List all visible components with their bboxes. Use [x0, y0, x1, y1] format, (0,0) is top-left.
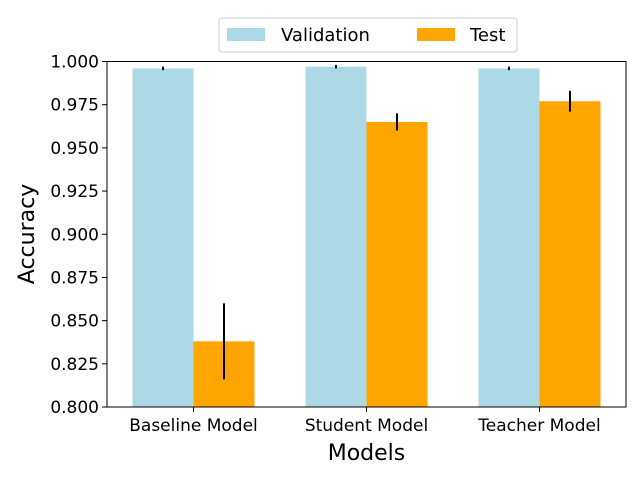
- legend-frame: [218, 17, 518, 53]
- x-axis-label: Models: [328, 441, 406, 466]
- y-tick-label: 0.950: [50, 139, 99, 159]
- legend-swatch-validation: [227, 28, 265, 41]
- bar-test-teacher-model: [539, 101, 601, 408]
- legend-swatch-test: [417, 28, 455, 41]
- y-tick-label: 0.925: [50, 182, 99, 202]
- y-axis-label: Accuracy: [15, 184, 40, 284]
- x-tick-label: Student Model: [305, 416, 428, 436]
- bar-validation-teacher-model: [478, 68, 540, 407]
- y-tick-label: 0.900: [50, 225, 99, 245]
- x-tick-label: Baseline Model: [129, 416, 258, 436]
- bar-validation-student-model: [305, 66, 367, 408]
- bar-test-student-model: [366, 121, 428, 408]
- y-tick-label: 0.800: [50, 398, 99, 418]
- y-tick-label: 0.975: [50, 96, 99, 116]
- bar-validation-baseline-model: [132, 68, 194, 407]
- x-tick-label: Teacher Model: [477, 416, 600, 436]
- legend: Validation Test: [218, 17, 518, 53]
- y-tick-label: 1.000: [50, 53, 99, 73]
- legend-label-validation: Validation: [281, 25, 370, 46]
- y-tick-label: 0.850: [50, 312, 99, 332]
- legend-label-test: Test: [469, 25, 505, 46]
- y-tick-label: 0.875: [50, 268, 99, 288]
- y-tick-label: 0.825: [50, 355, 99, 375]
